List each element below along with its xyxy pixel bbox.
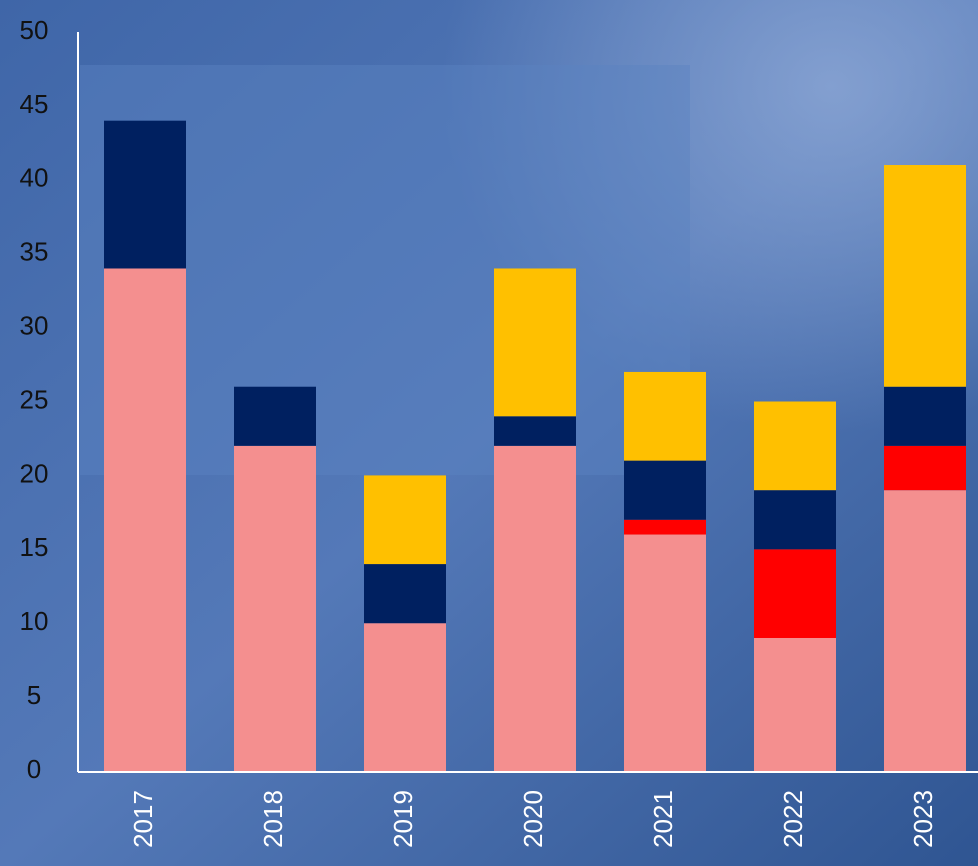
bar-segment	[754, 549, 836, 638]
bar-segment	[624, 520, 706, 535]
bar-segment	[624, 535, 706, 771]
y-tick-label: 0	[27, 754, 41, 784]
bar-segment	[884, 490, 966, 771]
bar-segment	[624, 372, 706, 461]
bar-segment	[884, 165, 966, 387]
bar-segment	[364, 623, 446, 771]
y-tick-label: 45	[20, 89, 49, 119]
y-tick-label: 25	[20, 384, 49, 414]
y-tick-label: 35	[20, 237, 49, 267]
y-tick-label: 20	[20, 458, 49, 488]
x-tick-label: 2023	[908, 790, 938, 848]
x-tick-label: 2020	[518, 790, 548, 848]
bar-segment	[104, 268, 186, 771]
bar-segment	[494, 446, 576, 771]
bar-segment	[494, 268, 576, 416]
y-tick-label: 15	[20, 532, 49, 562]
bar-segment	[234, 387, 316, 446]
page: 0 5 10 15 20 25 30 35 40 45 50 2017 2018 2019 2020 2021…	[0, 0, 978, 866]
bar-segment	[234, 446, 316, 771]
y-tick-label: 40	[20, 163, 49, 193]
x-tick-label: 2022	[778, 790, 808, 848]
x-tick-label: 2017	[128, 790, 158, 848]
bar-segment	[754, 638, 836, 771]
bar-segment	[884, 387, 966, 446]
x-tick-label: 2018	[258, 790, 288, 848]
bar-segment	[364, 475, 446, 564]
bar-segment	[104, 121, 186, 269]
y-tick-label: 10	[20, 606, 49, 636]
x-tick-label: 2021	[648, 790, 678, 848]
bar-segment	[364, 564, 446, 623]
x-tick-label: 2019	[388, 790, 418, 848]
y-tick-label: 30	[20, 310, 49, 340]
bar-segment	[754, 402, 836, 491]
bar-segment	[624, 461, 706, 520]
y-tick-label: 5	[27, 680, 41, 710]
bar-segment	[884, 446, 966, 490]
bar-segment	[494, 416, 576, 446]
bar-segment	[754, 490, 836, 549]
y-tick-label: 50	[20, 15, 49, 45]
chart: 0 5 10 15 20 25 30 35 40 45 50 2017 2018 2019 2020 2021…	[0, 0, 978, 866]
